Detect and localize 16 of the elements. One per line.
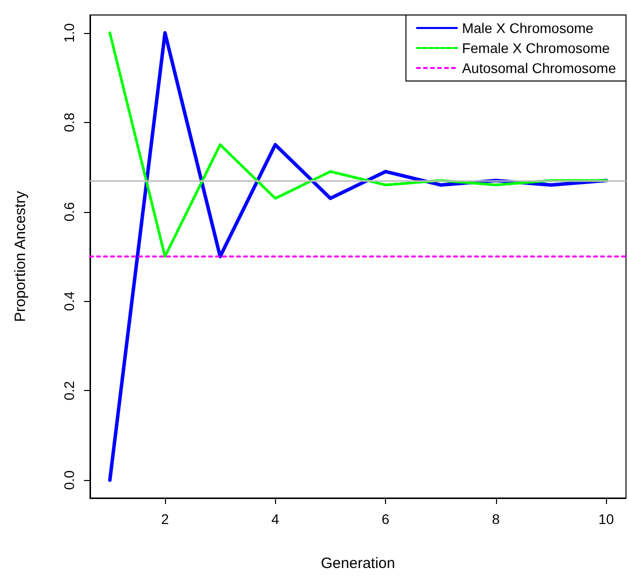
y-tick-label: 1.0: [61, 22, 77, 43]
legend-label: Autosomal Chromosome: [462, 60, 616, 76]
y-tick-label: 0.0: [61, 470, 77, 490]
legend-label: Female X Chromosome: [462, 40, 610, 56]
x-tick-label: 10: [598, 511, 614, 527]
x-tick-label: 6: [382, 511, 390, 527]
y-tick-label: 0.4: [61, 291, 77, 311]
x-tick-label: 8: [492, 511, 500, 527]
legend-label: Male X Chromosome: [462, 20, 594, 36]
y-axis-title: Proportion Ancestry: [12, 190, 29, 322]
y-tick-label: 0.2: [61, 380, 77, 400]
x-tick-label: 4: [271, 511, 280, 527]
x-tick-label: 2: [161, 511, 170, 527]
x-axis-title: Generation: [320, 555, 396, 572]
y-tick-label: 0.6: [61, 202, 77, 222]
y-tick-label: 0.8: [61, 112, 77, 132]
